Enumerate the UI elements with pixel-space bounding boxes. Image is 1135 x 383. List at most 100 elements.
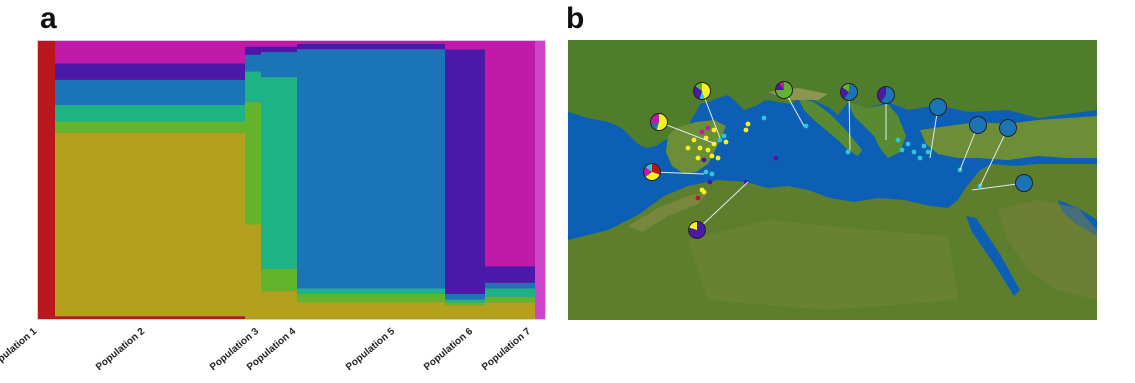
ancestry-segment	[445, 305, 485, 319]
sample-points	[685, 115, 983, 201]
ancestry-segment	[445, 293, 485, 300]
population-label: Population 1	[0, 326, 40, 373]
ancestry-segment	[245, 46, 261, 55]
pie-slice	[699, 91, 705, 100]
ancestry-segment	[245, 102, 261, 225]
pie-slice	[1015, 174, 1033, 192]
ancestry-segment	[55, 132, 245, 317]
pie-slice	[688, 221, 697, 230]
pie-slice	[643, 167, 652, 177]
sample-point	[845, 149, 851, 155]
pie-slice	[652, 163, 661, 175]
pie-slice	[969, 116, 987, 134]
pie-charts	[643, 81, 1033, 239]
sample-point	[721, 133, 727, 139]
pie-outline	[643, 163, 661, 181]
pie-slice	[693, 86, 702, 100]
sample-point	[911, 149, 917, 155]
sample-point	[691, 137, 697, 143]
ancestry-segment	[485, 302, 535, 319]
sample-point	[697, 145, 703, 151]
sample-point	[723, 139, 729, 145]
pie-leader-line	[696, 181, 749, 231]
population-label: Population 5	[344, 326, 398, 373]
sample-point	[711, 127, 717, 133]
ancestry-segment	[261, 291, 297, 319]
admixture-bars	[38, 41, 535, 319]
ancestry-segment	[245, 54, 261, 72]
ancestry-segment	[485, 288, 535, 297]
admixture-bar-chart	[37, 40, 546, 320]
sample-point	[921, 143, 927, 149]
sample-point	[685, 145, 691, 151]
pie-outline	[688, 221, 706, 239]
ancestry-segment	[445, 41, 485, 50]
ancestry-segment	[55, 104, 245, 122]
ancestry-segment	[297, 41, 445, 44]
pie-slice	[656, 113, 668, 131]
sample-point	[761, 115, 767, 121]
ancestry-segment	[245, 71, 261, 103]
ancestry-segment	[55, 79, 245, 105]
red-sea	[966, 216, 1020, 296]
ancestry-segment	[485, 296, 535, 303]
pie-slice	[929, 98, 947, 116]
pie-outline	[1015, 174, 1033, 192]
sahara	[688, 220, 958, 310]
ancestry-segment	[245, 224, 261, 319]
sample-point	[715, 155, 721, 161]
sample-point	[709, 171, 715, 177]
sample-point	[701, 157, 707, 163]
arabian-plateau	[998, 200, 1097, 300]
ancestry-segment	[445, 299, 485, 303]
pie-outline	[969, 116, 987, 134]
ancestry-segment	[55, 63, 245, 80]
sample-point	[699, 129, 705, 135]
population-label: Population 6	[422, 326, 476, 373]
ancestry-segment	[261, 46, 297, 53]
sample-point	[699, 187, 705, 193]
pie-outline	[877, 86, 895, 104]
ancestry-segment	[245, 41, 261, 47]
sample-point	[925, 149, 931, 155]
map-svg	[568, 40, 1097, 320]
pie-outline	[840, 83, 858, 101]
pie-slice	[840, 87, 849, 99]
europe-landmass	[568, 40, 1097, 148]
sample-point	[695, 195, 701, 201]
pie-slice	[702, 82, 711, 100]
ancestry-segment	[55, 41, 245, 64]
pie-slice	[645, 172, 661, 181]
sample-point	[773, 155, 779, 161]
ancestry-segment	[445, 302, 485, 306]
ancestry-segment	[297, 302, 445, 319]
sample-point	[717, 137, 723, 143]
ancestry-segment	[261, 268, 297, 292]
sample-point	[709, 153, 715, 159]
pie-slice	[650, 122, 659, 131]
iberia	[666, 120, 726, 174]
italy	[798, 98, 862, 156]
ancestry-segment	[485, 41, 535, 267]
ancestry-segment	[445, 49, 485, 294]
sample-point	[895, 137, 901, 143]
pie-outline	[650, 113, 668, 131]
atlas-mountains	[628, 192, 708, 232]
ancestry-segment	[485, 282, 535, 289]
sample-point	[695, 155, 701, 161]
pie-slice	[844, 83, 858, 101]
ancestry-segment	[297, 288, 445, 294]
ancestry-segment	[55, 316, 245, 319]
ancestry-segment	[261, 77, 297, 269]
pie-leader-line	[658, 121, 717, 145]
pie-outline	[999, 119, 1017, 137]
pie-outline	[693, 82, 711, 100]
ancestry-segment	[38, 41, 55, 319]
panel-letter-a: a	[40, 2, 57, 35]
sample-point	[905, 141, 911, 147]
sample-point	[899, 147, 905, 153]
sample-point	[705, 147, 711, 153]
ancestry-segment	[485, 266, 535, 283]
population-label: Population 7	[480, 326, 534, 373]
pie-slice	[877, 86, 886, 102]
